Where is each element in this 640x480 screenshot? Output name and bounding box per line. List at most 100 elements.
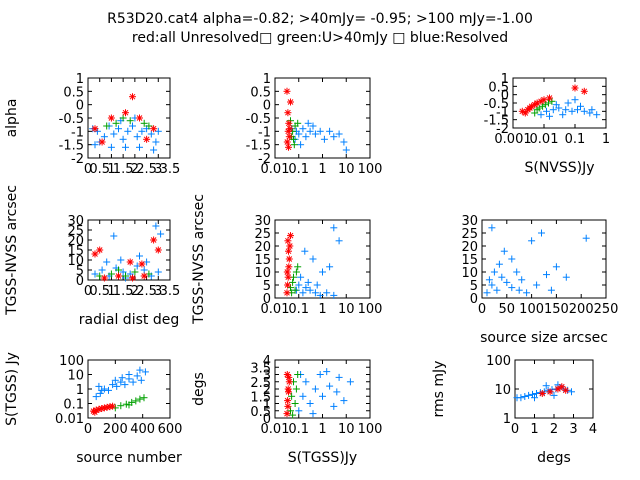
data-point-blue	[542, 382, 550, 390]
marker-d2	[99, 139, 105, 145]
data-point-red	[91, 250, 99, 258]
data-point-blue	[517, 394, 525, 402]
data-point-green	[126, 117, 134, 125]
y-tick-label: 15	[254, 253, 271, 268]
x-tick-label: 2	[550, 422, 558, 437]
y-tick-label: 3.5	[250, 361, 271, 376]
x-tick-label: 1	[602, 132, 610, 147]
y-tick-label: 0.5	[488, 80, 509, 95]
data-point-red	[546, 94, 553, 102]
data-point-blue	[110, 232, 118, 240]
y-tick-label: 5	[263, 279, 271, 294]
y-tick-label: 1	[76, 72, 84, 87]
data-point-blue	[302, 133, 310, 141]
y-tick-label: 10	[67, 369, 84, 384]
y-tick-label: 1	[503, 412, 511, 427]
y-tick-label: 10	[254, 266, 271, 281]
data-point-blue	[330, 402, 338, 410]
data-point-red	[129, 274, 136, 282]
data-point-blue	[547, 286, 555, 294]
data-point-red	[540, 96, 548, 104]
y-axis-label: S(TGSS) Jy	[4, 352, 20, 426]
data-point-blue	[562, 106, 570, 114]
data-point-blue	[110, 130, 118, 138]
data-point-red	[285, 263, 293, 271]
data-point-red	[284, 237, 292, 245]
marker-d2	[285, 263, 292, 270]
data-point-blue	[107, 143, 115, 151]
data-point-blue	[122, 143, 129, 151]
data-point-blue	[340, 138, 348, 146]
data-point-red	[91, 408, 99, 416]
data-point-red	[140, 272, 148, 280]
data-point-blue	[543, 107, 550, 115]
marker-d2	[139, 261, 145, 267]
data-point-blue	[525, 391, 533, 399]
data-point-green	[140, 119, 148, 127]
data-point-blue	[157, 230, 165, 238]
x-tick-label: 1	[530, 422, 538, 437]
y-tick-label: 0	[501, 89, 509, 104]
data-point-blue	[136, 252, 143, 260]
x-tick-label: 200	[569, 302, 594, 317]
data-point-blue	[316, 291, 324, 299]
data-point-blue	[593, 111, 601, 119]
y-axis-label: TGSS-NVSS arcsec	[191, 194, 207, 325]
data-point-blue	[537, 111, 545, 119]
data-point-blue	[330, 133, 338, 141]
data-point-blue	[319, 268, 326, 276]
data-point-blue	[297, 273, 305, 281]
data-point-blue	[320, 135, 328, 143]
y-tick-label: 100	[486, 354, 511, 369]
x-tick-label: 0	[84, 422, 92, 437]
marker-d2	[96, 247, 103, 253]
data-point-blue	[316, 127, 324, 135]
data-point-blue	[574, 106, 581, 114]
data-point-red	[109, 402, 117, 410]
data-point-green	[294, 119, 302, 127]
data-point-blue	[115, 125, 122, 133]
x-tick-label: 600	[158, 422, 183, 437]
y-tick-label: 0.5	[250, 405, 271, 420]
y-tick-label: 0	[263, 292, 271, 307]
data-point-blue	[92, 393, 100, 401]
y-tick-label: -1	[496, 105, 509, 120]
data-point-blue	[98, 266, 106, 274]
marker-d2	[555, 386, 561, 392]
data-point-blue	[323, 289, 331, 297]
marker-d2	[115, 273, 122, 279]
x-tick-label: 100	[519, 302, 544, 317]
data-point-green	[136, 395, 144, 403]
y-tick-label: 15	[67, 244, 84, 259]
data-point-green	[294, 263, 302, 271]
x-tick-label: 0.01	[261, 302, 290, 317]
x-tick-label: 2	[131, 284, 139, 299]
data-point-blue	[109, 381, 117, 389]
data-point-blue	[311, 385, 319, 393]
y-tick-label: 15	[461, 253, 478, 268]
data-point-red	[285, 133, 293, 141]
y-tick-label: 0.5	[63, 85, 84, 100]
x-tick-label: 0	[84, 284, 92, 299]
marker-d2	[285, 120, 292, 127]
y-tick-label: -2	[258, 152, 271, 167]
data-point-red	[283, 87, 291, 95]
data-point-red	[286, 125, 294, 133]
y-tick-label: 20	[254, 240, 271, 255]
x-tick-label: 0	[511, 422, 519, 437]
data-point-blue	[119, 135, 127, 143]
marker-d2	[122, 109, 129, 116]
x-tick-label: 250	[594, 302, 619, 317]
y-tick-label: -0.5	[484, 97, 509, 112]
x-tick-label: 150	[544, 302, 569, 317]
x-tick-label: 100	[358, 302, 383, 317]
data-point-blue	[299, 392, 307, 400]
x-tick-label: 0.001	[494, 132, 531, 147]
data-point-blue	[559, 111, 567, 119]
marker-d2	[284, 289, 290, 296]
y-tick-label: 2	[263, 383, 271, 398]
data-point-blue	[96, 389, 104, 397]
data-point-blue	[91, 141, 99, 149]
